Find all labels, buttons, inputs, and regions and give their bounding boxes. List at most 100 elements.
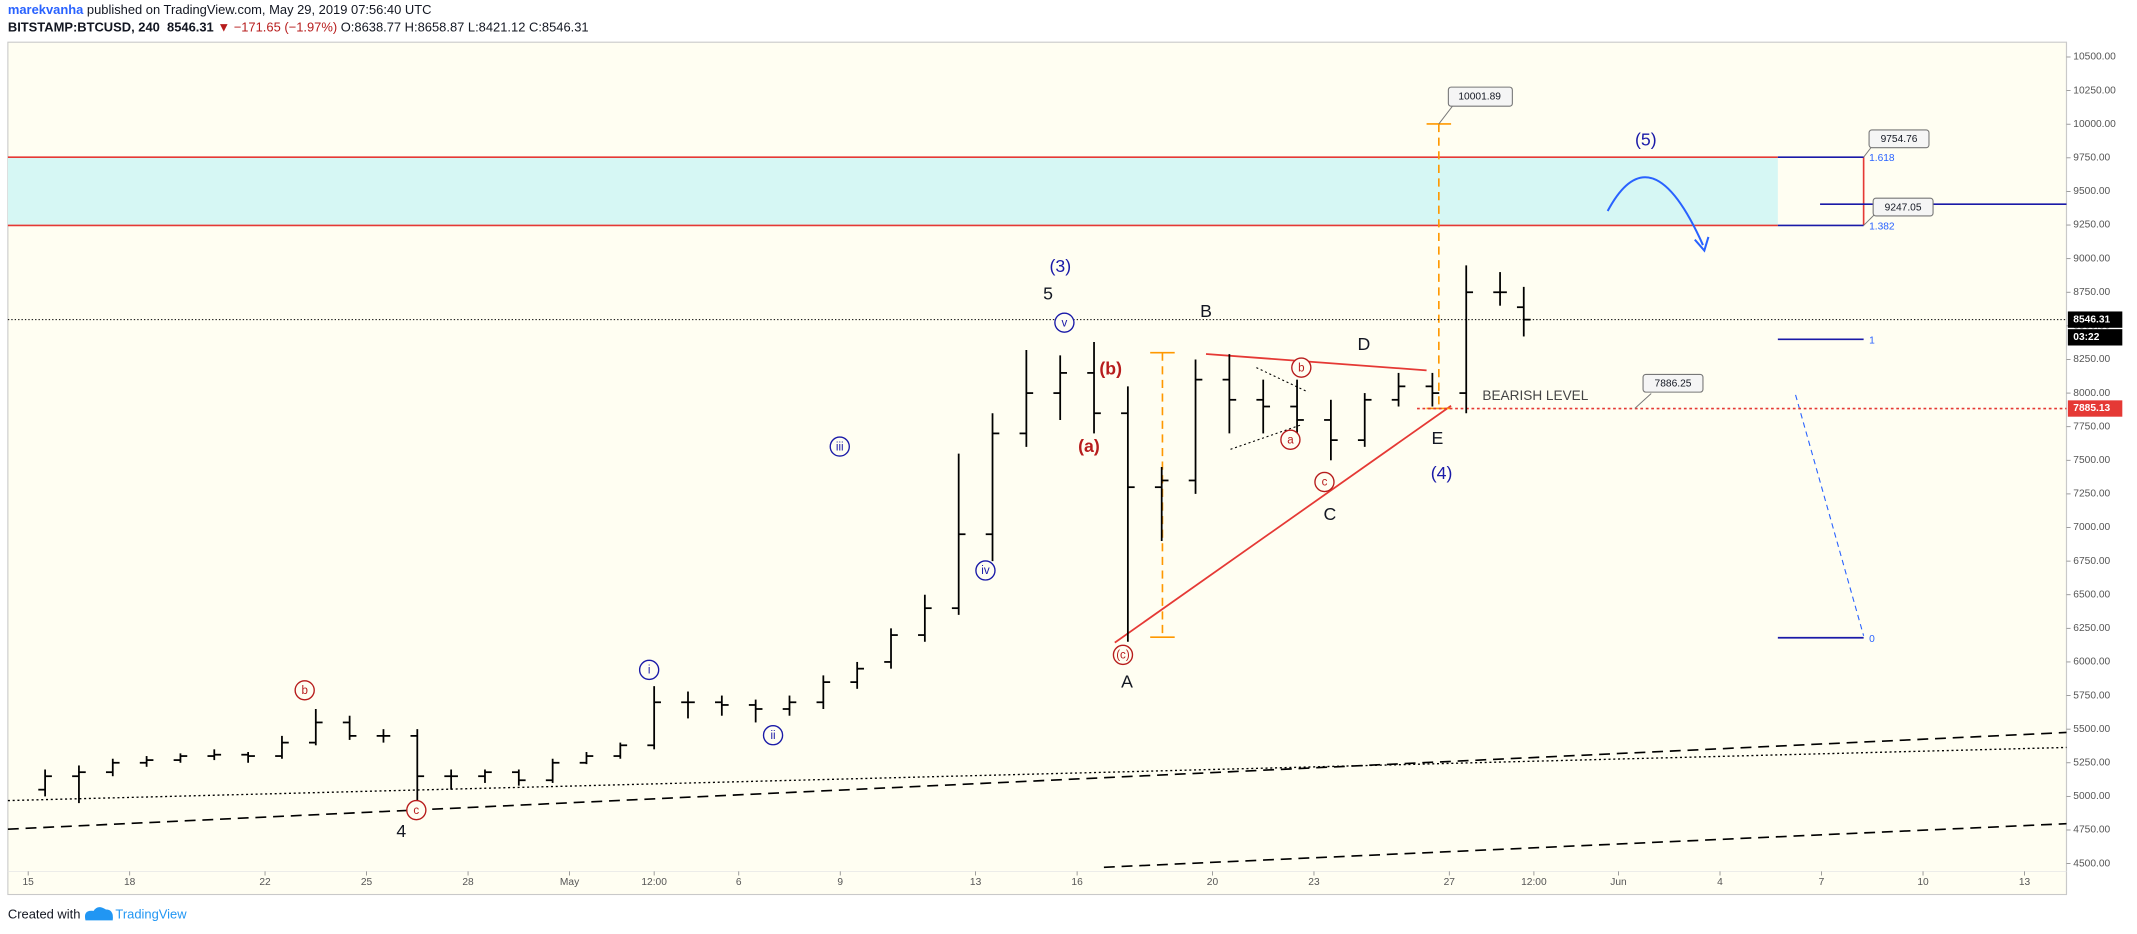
target-zone [7,157,1778,226]
wave-circle [638,659,660,681]
x-tick-label: May [560,877,580,888]
y-tick-label: 5750.00 [2073,690,2110,701]
wave-label: iv [981,565,990,577]
wave-label: c [1322,477,1328,489]
wave-label: A [1121,671,1133,691]
wave-label: b [301,685,307,697]
footer: Created with TradingView [8,906,187,921]
wave-circle [762,725,784,746]
wave-label: D [1358,334,1371,354]
x-tick-label: 13 [2019,877,2031,888]
wave-circle [1054,312,1075,333]
wave-label: v [1062,317,1068,329]
wave-circle [294,680,315,701]
callout-box [1447,86,1513,107]
y-tick-label: 9500.00 [2073,186,2110,197]
x-tick-label: 23 [1308,877,1320,888]
wave-projection [1606,176,1704,246]
projection-line [1795,394,1865,636]
callout-leader [1634,393,1652,409]
header-text: O:8638.77 H:8658.87 L:8421.12 C:8546.31 [341,20,589,35]
x-tick-label: 4 [1717,877,1723,888]
x-tick-label: 13 [970,877,982,888]
x-tick-label: 22 [259,877,271,888]
wave-circle [975,560,996,581]
wave-arrow [1694,236,1710,253]
header-line: BITSTAMP:BTCUSD, 240 8546.31 ▼ −171.65 (… [8,20,589,35]
channel-line [1103,822,2067,869]
y-tick-label: 4500.00 [2073,858,2110,869]
fib-ratio: 0 [1869,634,1875,645]
wave-label: (5) [1635,130,1657,150]
callout-box [1868,129,1930,149]
callout-leader [1438,105,1453,125]
wave-label: B [1200,301,1212,321]
footer-text: Created with [8,906,81,921]
y-tick-label: 6750.00 [2073,556,2110,567]
header-text: marekvanha [8,2,84,17]
callout-box [1642,373,1704,393]
x-tick-label: 20 [1207,877,1219,888]
x-tick-label: 18 [124,877,136,888]
y-tick-label: 6500.00 [2073,589,2110,600]
x-tick-label: Jun [1610,877,1627,888]
header-line: marekvanha published on TradingView.com,… [8,2,432,17]
wave-circle [1280,429,1301,450]
fib-ratio: 1.382 [1869,221,1895,232]
callout-label: 10001.89 [1458,91,1501,102]
x-tick-label: 12:00 [1521,877,1547,888]
x-tick-label: 25 [361,877,373,888]
trend-line [7,746,2067,802]
wave-label: (3) [1050,256,1072,276]
y-tick-label: 5250.00 [2073,757,2110,768]
tradingview-logo [84,907,113,921]
y-tick-label: 10500.00 [2073,52,2116,63]
y-tick-label: 9000.00 [2073,253,2110,264]
callout-box [1872,197,1934,217]
bearish-label: BEARISH LEVEL [1482,388,1588,403]
fib-ratio: 1 [1869,335,1875,346]
header-text: BITSTAMP:BTCUSD, 240 8546.31 [8,20,217,35]
wave-circle [1314,471,1335,493]
wave-label: a [1287,435,1294,447]
wave-label: (4) [1431,463,1453,483]
y-tick-label: 7000.00 [2073,522,2110,533]
y-tick-label: 7750.00 [2073,421,2110,432]
callout-label: 9247.05 [1885,202,1922,213]
timer-label: 03:22 [2073,332,2099,343]
x-tick-label: 12:00 [641,877,667,888]
callout-label: 9754.76 [1881,134,1918,145]
fib-ratio: 1.618 [1869,153,1895,164]
x-tick-label: 16 [1071,877,1083,888]
header-text: ▼ −171.65 (−1.97%) [217,20,340,35]
x-tick-label: 27 [1444,877,1456,888]
header-text: published on TradingView.com, May 29, 20… [83,2,431,17]
wave-label: (a) [1078,436,1100,456]
triangle-line [1114,405,1452,644]
wave-circle [406,799,427,821]
y-tick-label: 9250.00 [2073,220,2110,231]
y-tick-label: 8000.00 [2073,388,2110,399]
y-tick-label: 10000.00 [2073,119,2116,130]
footer-brand: TradingView [115,906,187,921]
price-tag [2067,311,2123,328]
y-tick-label: 4750.00 [2073,825,2110,836]
bearish-tag-label: 7885.13 [2073,403,2110,414]
wave-label: iii [836,441,844,453]
bearish-tag [2067,400,2123,417]
price-tag-label: 8546.31 [2073,314,2110,325]
y-tick-label: 8750.00 [2073,287,2110,298]
x-tick-label: 10 [1917,877,1929,888]
wave-label: E [1432,428,1444,448]
wave-label: 5 [1043,283,1053,303]
triangle-line [1205,353,1427,372]
x-tick-label: 9 [837,877,843,888]
y-tick-label: 8250.00 [2073,354,2110,365]
y-tick-label: 5000.00 [2073,791,2110,802]
timer-tag [2067,329,2123,346]
x-tick-label: 7 [1819,877,1825,888]
wave-label: 4 [396,821,406,841]
wave-label: C [1324,504,1337,524]
